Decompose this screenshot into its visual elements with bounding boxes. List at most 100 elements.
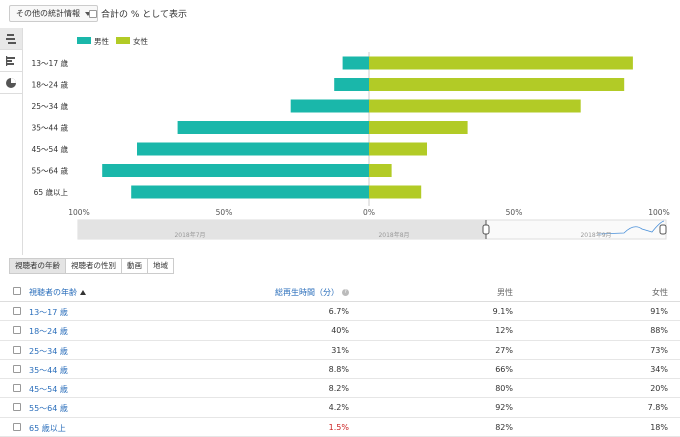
row-age-link[interactable]: 18～24 歳 (29, 327, 68, 337)
legend-swatch-female (116, 37, 130, 44)
row-male: 92% (495, 403, 513, 413)
category-label: 55～64 歳 (32, 166, 69, 176)
row-female: 18% (650, 422, 668, 432)
population-pyramid-icon (6, 33, 16, 44)
x-tick-label: 0% (363, 208, 375, 217)
table-row: 25～34 歳 31% 27% 73% (0, 341, 680, 360)
row-watch-time: 6.7% (328, 307, 349, 316)
row-watch-time: 1.5% (328, 422, 349, 432)
timeline-navigator[interactable]: 2018年7月 2018年8月 2018年9月 (77, 219, 667, 240)
help-icon[interactable]: ? (342, 289, 349, 296)
timeline-month-label: 2018年8月 (378, 231, 409, 239)
row-checkbox[interactable] (13, 403, 21, 412)
bar-male-2 (290, 99, 369, 113)
percent-label: 合計の % として表示 (101, 10, 188, 20)
row-watch-time: 40% (331, 326, 349, 336)
data-table: 視聴者の年齢 総再生時間（分）? 男性 女性 13～17 歳 6.7% 9.1% 91… (0, 282, 680, 437)
row-age-link[interactable]: 65 歳以上 (29, 423, 66, 433)
row-female: 20% (650, 384, 668, 394)
row-checkbox[interactable] (13, 307, 21, 315)
header-male[interactable]: 男性 (497, 288, 513, 297)
bar-female-4 (369, 142, 427, 156)
tab-viewer-gender[interactable]: 視聴者の性別 (65, 258, 122, 274)
tab-video[interactable]: 動画 (121, 258, 148, 274)
header-age[interactable]: 視聴者の年齢 (29, 287, 86, 298)
row-checkbox[interactable] (13, 345, 21, 354)
timeline-handle-start (482, 224, 490, 235)
row-male: 27% (495, 345, 513, 355)
bar-female-0 (369, 56, 633, 70)
chart-type-tabs (0, 28, 23, 255)
row-checkbox[interactable] (13, 384, 21, 393)
bar-chart-icon (6, 55, 15, 66)
row-male: 66% (495, 364, 513, 374)
table-dimension-tabs: 視聴者の年齢 視聴者の性別 動画 地域 (9, 258, 174, 274)
bar-female-1 (369, 78, 625, 91)
x-tick-label: 100% (68, 208, 89, 217)
pie-chart-icon (6, 77, 16, 88)
caret-down-icon (85, 11, 91, 16)
x-tick-labels: 100% 50% 0% 50% 100% (68, 208, 669, 217)
table-row: 55～64 歳 4.2% 92% 7.8% (0, 398, 680, 418)
row-female: 88% (650, 326, 668, 336)
category-labels: 13～17 歳 18～24 歳 25～34 歳 35～44 歳 45～54 歳 55～64… (32, 58, 69, 197)
legend-label-male: 男性 (94, 36, 109, 46)
legend-label-female: 女性 (133, 36, 148, 46)
percent-checkbox[interactable] (89, 9, 97, 18)
table-row: 18～24 歳 40% 12% 88% (0, 321, 680, 341)
row-female: 7.8% (647, 403, 668, 413)
row-checkbox[interactable] (13, 364, 21, 373)
tab-viewer-age[interactable]: 視聴者の年齢 (9, 258, 66, 274)
timeline-sparkline (597, 220, 665, 235)
tab-region[interactable]: 地域 (147, 258, 174, 274)
row-female: 91% (650, 307, 668, 316)
header-watch-time[interactable]: 総再生時間（分）? (275, 287, 349, 298)
timeline-shaded-range (78, 220, 486, 239)
select-all-checkbox[interactable] (13, 287, 21, 295)
population-pyramid-tab[interactable] (0, 28, 22, 50)
toolbar: その他の統計情報 合計の % として表示 (0, 0, 680, 28)
table-row: 13～17 歳 6.7% 9.1% 91% (0, 302, 680, 322)
more-metrics-dropdown[interactable]: その他の統計情報 (9, 5, 98, 22)
header-female[interactable]: 女性 (652, 288, 668, 297)
category-label: 25～34 歳 (32, 101, 69, 111)
row-age-link[interactable]: 25～34 歳 (29, 346, 68, 356)
timeline-handle-end (659, 224, 667, 235)
row-age-link[interactable]: 35～44 歳 (29, 365, 68, 375)
row-watch-time: 8.8% (328, 364, 349, 374)
row-age-link[interactable]: 13～17 歳 (29, 308, 68, 317)
row-male: 12% (495, 326, 513, 336)
row-watch-time: 4.2% (328, 403, 349, 413)
row-age-link[interactable]: 55～64 歳 (29, 404, 68, 414)
row-male: 80% (495, 384, 513, 394)
row-male: 9.1% (492, 307, 513, 316)
x-tick-label: 50% (506, 208, 523, 217)
row-watch-time: 8.2% (328, 384, 349, 394)
category-label: 65 歳以上 (34, 187, 69, 197)
table-header: 視聴者の年齢 総再生時間（分）? 男性 女性 (0, 282, 680, 302)
row-checkbox[interactable] (13, 422, 21, 431)
x-tick-label: 50% (216, 208, 233, 217)
row-male: 82% (495, 422, 513, 432)
category-label: 35～44 歳 (32, 123, 69, 133)
bar-female-5 (369, 164, 392, 177)
bar-male-6 (131, 185, 369, 199)
row-female: 34% (650, 364, 668, 374)
percent-of-total-toggle[interactable]: 合計の % として表示 (89, 7, 187, 20)
table-row: 45～54 歳 8.2% 80% 20% (0, 379, 680, 399)
row-age-link[interactable]: 45～54 歳 (29, 385, 68, 395)
bar-male-0 (342, 56, 369, 70)
dropdown-label: その他の統計情報 (16, 9, 80, 18)
bar-female-3 (369, 121, 468, 134)
sort-arrow-up-icon (80, 290, 86, 295)
row-female: 73% (650, 345, 668, 355)
category-label: 18～24 歳 (32, 80, 69, 90)
timeline-month-label: 2018年9月 (580, 231, 611, 239)
header-age-label: 視聴者の年齢 (29, 288, 77, 297)
pie-chart-tab[interactable] (0, 72, 22, 94)
bar-chart-tab[interactable] (0, 50, 22, 72)
age-gender-chart: 男性 女性 13～17 歳 18～24 歳 25～34 歳 35～44 歳 45～54 歳… (24, 28, 680, 255)
row-checkbox[interactable] (13, 326, 21, 335)
bar-female-2 (369, 99, 581, 113)
category-label: 13～17 歳 (32, 58, 69, 68)
